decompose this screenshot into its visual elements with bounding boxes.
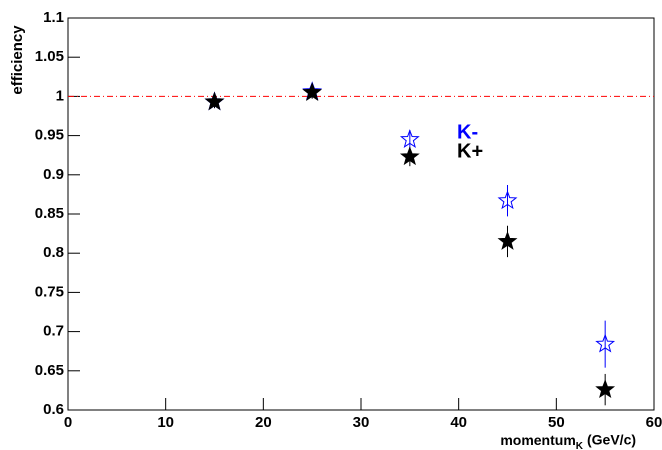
y-tick-label: 1.1: [43, 9, 64, 26]
x-axis-title-main: momentum: [500, 432, 575, 448]
data-point: [595, 333, 616, 353]
data-point: [204, 91, 225, 111]
x-tick-label: 10: [157, 414, 174, 431]
y-tick-label: 0.65: [35, 362, 64, 379]
legend-entry: K-: [457, 121, 478, 143]
x-tick-label: 20: [255, 414, 272, 431]
x-tick-label: 40: [450, 414, 467, 431]
y-axis-title: efficiency: [9, 25, 26, 95]
y-tick-label: 0.7: [43, 323, 64, 340]
y-tick-label: 1: [56, 87, 64, 104]
x-tick-label: 60: [646, 414, 662, 431]
data-point: [399, 129, 420, 148]
y-tick-label: 0.85: [35, 205, 64, 222]
data-point: [399, 146, 420, 166]
x-tick-label: 30: [353, 414, 370, 431]
x-tick-label: 0: [64, 414, 72, 431]
y-tick-label: 1.05: [35, 48, 64, 65]
y-tick-label: 0.95: [35, 127, 64, 144]
x-axis-title: momentumK: [500, 432, 583, 450]
data-point: [595, 379, 616, 399]
y-tick-label: 0.9: [43, 166, 64, 183]
data-point: [497, 190, 518, 210]
x-axis-title-subscript: K: [576, 441, 584, 450]
data-point: [497, 230, 518, 250]
x-tick-label: 50: [548, 414, 565, 431]
y-tick-label: 0.75: [35, 283, 64, 300]
y-tick-label: 0.6: [43, 401, 64, 418]
legend-entry: K+: [457, 140, 483, 162]
y-tick-label: 0.8: [43, 244, 64, 261]
x-axis-title-unit: (GeV/c): [587, 432, 636, 448]
data-point: [302, 82, 323, 101]
